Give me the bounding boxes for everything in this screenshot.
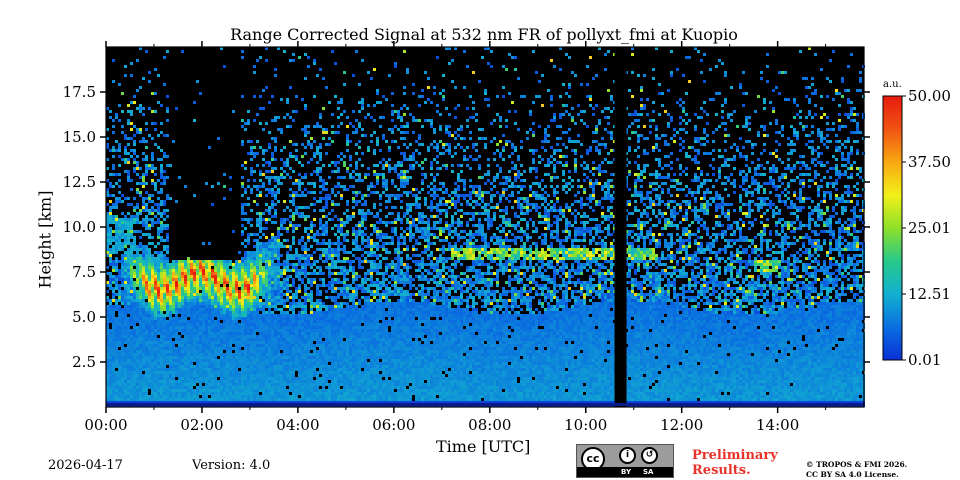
colorbar-tick-label: 0.01 [908, 351, 941, 369]
x-axis-label: Time [UTC] [436, 437, 531, 456]
share-alike-icon: ↺ [641, 447, 658, 464]
x-tick-label: 02:00 [180, 416, 223, 434]
y-tick-label: 2.5 [72, 353, 96, 371]
colorbar-gradient [882, 95, 903, 361]
copyright-line-2: CC BY SA 4.0 License. [806, 470, 899, 479]
y-tick-label: 7.5 [72, 263, 96, 281]
surface-line [106, 403, 864, 406]
x-tick-label: 08:00 [468, 416, 511, 434]
x-tick-label: 12:00 [660, 416, 703, 434]
x-tick-label: 06:00 [372, 416, 415, 434]
colorbar-tick-label: 12.51 [908, 285, 951, 303]
license-by-label: BY [621, 468, 632, 476]
colorbar-tick-label: 25.01 [908, 219, 951, 237]
license-strip [577, 467, 673, 477]
y-tick-label: 17.5 [63, 83, 96, 101]
attribution-icon: i [619, 447, 636, 464]
y-axis-label: Height [km] [35, 190, 55, 289]
colorbar-tick-label: 37.50 [908, 153, 951, 171]
chart-title: Range Corrected Signal at 532 nm FR of p… [230, 25, 738, 44]
y-tick-label: 10.0 [63, 218, 96, 236]
x-tick-label: 14:00 [756, 416, 799, 434]
y-tick-label: 15.0 [63, 128, 96, 146]
y-tick-label: 12.5 [63, 173, 96, 191]
y-tick-label: 5.0 [72, 308, 96, 326]
missing-data-gap [614, 47, 627, 407]
x-tick-label: 04:00 [276, 416, 319, 434]
colorbar-unit: a.u. [883, 79, 902, 90]
colorbar-tick-label: 50.00 [908, 87, 951, 105]
license-sa-label: SA [643, 468, 654, 476]
copyright-line-1: © TROPOS & FMI 2026. [806, 460, 908, 469]
x-tick-label: 10:00 [564, 416, 607, 434]
x-tick-label: 00:00 [84, 416, 127, 434]
version-label: Version: 4.0 [192, 458, 271, 473]
axes: 00:00 02:00 04:00 06:00 08:00 10:00 12:00 14:00… [63, 41, 870, 434]
date-label: 2026-04-17 [48, 458, 123, 473]
heatmap-plot-area [106, 47, 865, 407]
cc-by-sa-license-badge: cc i ↺ BY SA [576, 444, 674, 478]
signal-raster [106, 47, 865, 407]
copyright-notice: © TROPOS & FMI 2026. CC BY SA 4.0 Licens… [806, 460, 956, 480]
preliminary-results-label: Preliminary Results. [692, 448, 778, 478]
colorbar: 0.01 12.51 25.01 37.50 50.00 [882, 87, 951, 369]
